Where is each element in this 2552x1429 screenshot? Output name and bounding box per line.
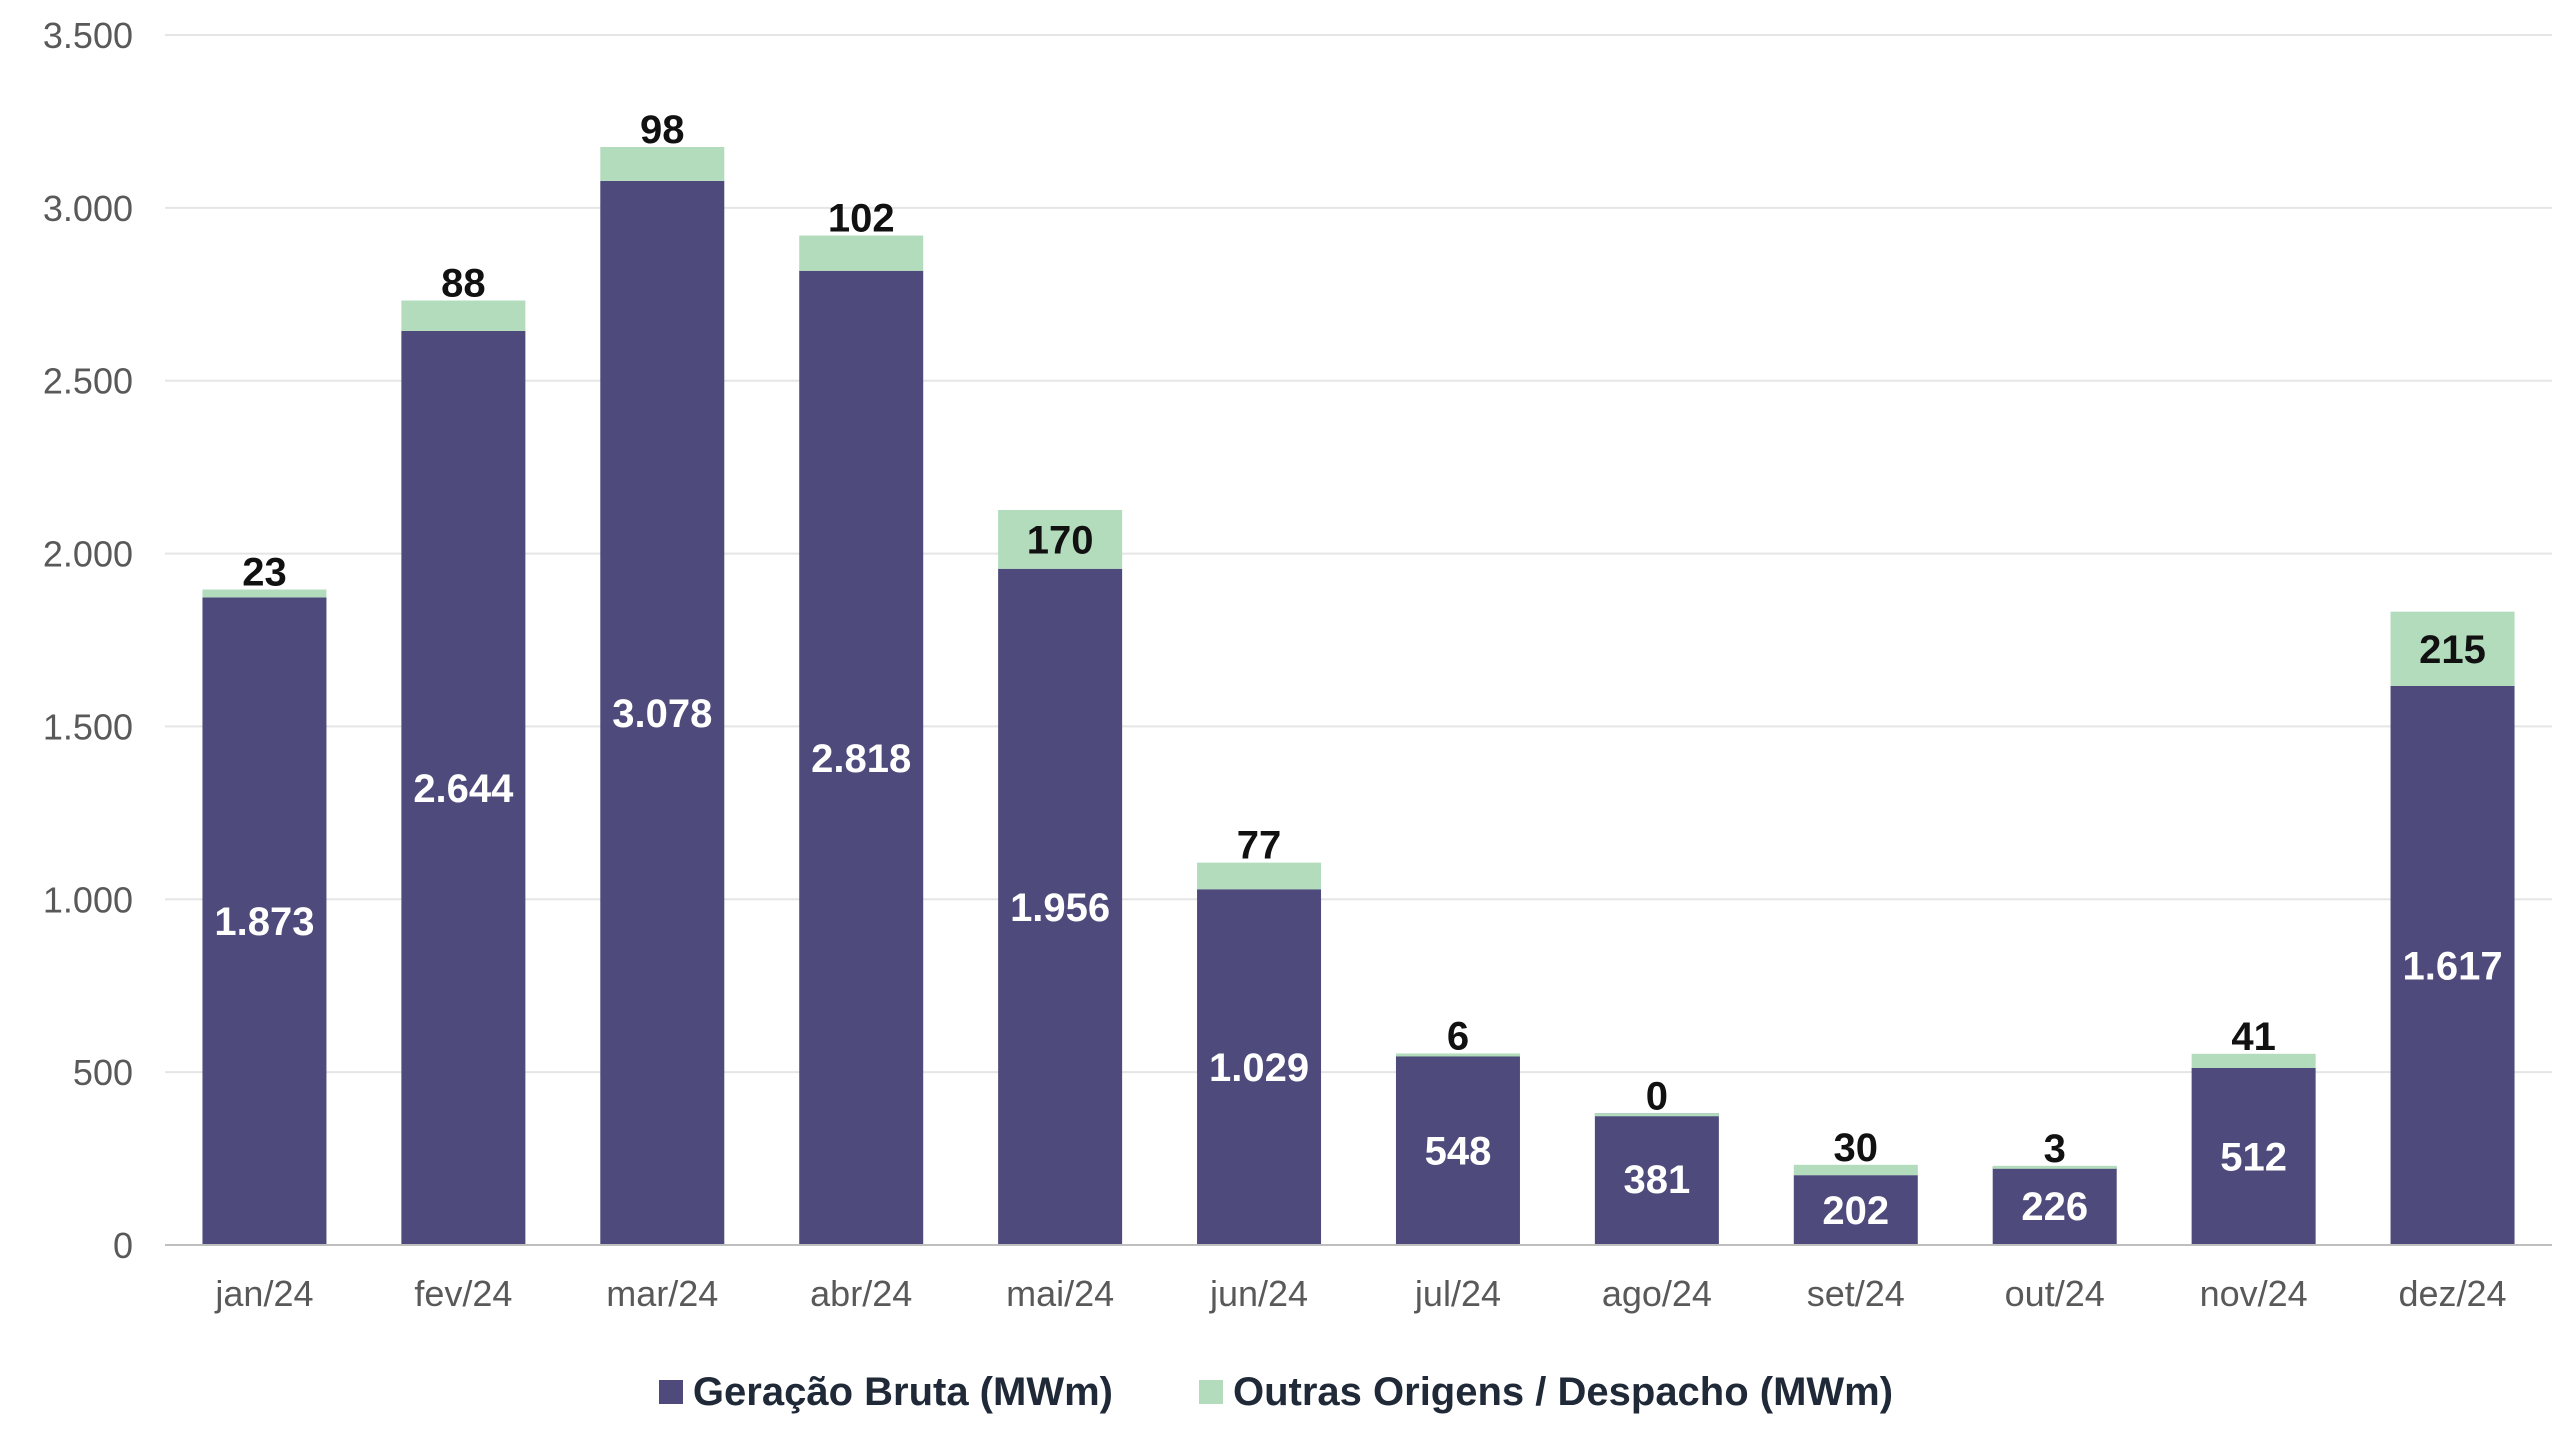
x-tick-label: jul/24	[1414, 1273, 1501, 1314]
y-tick-label: 3.500	[43, 15, 133, 56]
data-label-outras-origens: 6	[1447, 1014, 1469, 1058]
data-label-geracao-bruta: 381	[1624, 1158, 1691, 1202]
data-label-outras-origens: 98	[640, 108, 685, 152]
data-label-outras-origens: 88	[441, 262, 486, 306]
data-label-geracao-bruta: 1.956	[1010, 886, 1110, 930]
data-label-geracao-bruta: 3.078	[612, 692, 712, 736]
bar-outras-origens	[1594, 1113, 1719, 1117]
data-label-geracao-bruta: 1.617	[2402, 944, 2502, 988]
x-axis: jan/24 fev/24 mar/24 abr/24 mai/24 jun/24 jul/…	[165, 1244, 2552, 1314]
legend-swatch-outras-origens	[1198, 1380, 1223, 1404]
data-label-geracao-bruta: 1.873	[214, 900, 314, 944]
data-label-geracao-bruta: 202	[1822, 1189, 1889, 1233]
bar-geracao-bruta	[1793, 1175, 1918, 1245]
y-tick-label: 500	[73, 1052, 133, 1093]
bar-geracao-bruta	[401, 330, 526, 1246]
data-label-geracao-bruta: 2.818	[811, 737, 911, 781]
data-label-outras-origens: 77	[1237, 824, 1282, 868]
bar-geracao-bruta	[1594, 1113, 1719, 1245]
bar-outras-origens	[1197, 862, 1322, 890]
bar-outras-origens	[799, 235, 924, 271]
data-label-outras-origens: 3	[2044, 1127, 2066, 1171]
legend-label-geracao-bruta: Geração Bruta (MWm)	[692, 1369, 1113, 1414]
bars	[202, 147, 2515, 1246]
x-tick-label: fev/24	[414, 1273, 512, 1314]
bar-geracao-bruta	[202, 597, 327, 1245]
data-label-geracao-bruta: 512	[2220, 1135, 2287, 1179]
legend: Geração Bruta (MWm) Outras Origens / Des…	[0, 1360, 2552, 1424]
bar-geracao-bruta	[1992, 1166, 2117, 1245]
data-label-geracao-bruta: 2.644	[413, 767, 514, 811]
data-label-outras-origens: 23	[242, 551, 287, 595]
x-tick-label: ago/24	[1602, 1273, 1712, 1314]
y-tick-label: 1.000	[43, 879, 133, 920]
gridlines	[165, 34, 2552, 1074]
x-tick-label: abr/24	[810, 1273, 912, 1314]
legend-item-geracao-bruta: Geração Bruta (MWm)	[658, 1369, 1113, 1415]
bar-outras-origens	[2390, 611, 2515, 686]
y-tick-label: 0	[113, 1225, 133, 1266]
bar-outras-origens	[600, 147, 725, 181]
bar-outras-origens	[1992, 1165, 2117, 1169]
legend-swatch-geracao-bruta	[658, 1380, 683, 1404]
y-axis: 0 500 1.000 1.500 2.000 2.500 3.000 3.500	[43, 15, 133, 1266]
bar-outras-origens	[401, 300, 526, 331]
bar-geracao-bruta	[1197, 889, 1322, 1245]
x-tick-label: nov/24	[2200, 1273, 2308, 1314]
data-label-outras-origens: 0	[1646, 1074, 1668, 1118]
data-label-outras-origens: 102	[828, 197, 895, 241]
bar-geracao-bruta	[2191, 1067, 2316, 1245]
legend-item-outras-origens: Outras Origens / Despacho (MWm)	[1198, 1369, 1894, 1415]
bar-outras-origens	[1395, 1053, 1520, 1057]
y-tick-label: 3.000	[43, 188, 133, 229]
data-label-outras-origens: 30	[1834, 1126, 1879, 1170]
x-tick-label: out/24	[2005, 1273, 2105, 1314]
bar-geracao-bruta	[2390, 685, 2515, 1245]
bar-outras-origens	[1793, 1164, 1918, 1176]
bar-geracao-bruta	[799, 270, 924, 1246]
bar-geracao-bruta	[1395, 1055, 1520, 1245]
data-labels: 1.873 23 2.644 88 3.078 98 2.818 102 1.956 170 1.0…	[214, 108, 2502, 1233]
bar-geracao-bruta	[600, 180, 725, 1245]
x-tick-label: mar/24	[606, 1273, 718, 1314]
legend-label-outras-origens: Outras Origens / Despacho (MWm)	[1232, 1369, 1894, 1414]
bar-outras-origens	[2191, 1053, 2316, 1068]
x-tick-label: set/24	[1807, 1273, 1905, 1314]
bar-outras-origens	[998, 510, 1123, 569]
data-label-geracao-bruta: 226	[2021, 1185, 2088, 1229]
data-label-geracao-bruta: 548	[1425, 1129, 1492, 1173]
bar-outras-origens	[202, 589, 327, 598]
data-label-outras-origens: 170	[1027, 518, 1094, 562]
x-tick-label: mai/24	[1006, 1273, 1114, 1314]
y-tick-label: 1.500	[43, 706, 133, 747]
data-label-geracao-bruta: 1.029	[1209, 1046, 1309, 1090]
bar-geracao-bruta	[998, 568, 1123, 1245]
data-label-outras-origens: 215	[2419, 628, 2486, 672]
data-label-outras-origens: 41	[2231, 1015, 2276, 1059]
y-tick-label: 2.000	[43, 534, 133, 575]
x-tick-label: jan/24	[214, 1273, 313, 1314]
x-tick-label: dez/24	[2398, 1273, 2506, 1314]
x-tick-label: jun/24	[1209, 1273, 1308, 1314]
y-tick-label: 2.500	[43, 361, 133, 402]
